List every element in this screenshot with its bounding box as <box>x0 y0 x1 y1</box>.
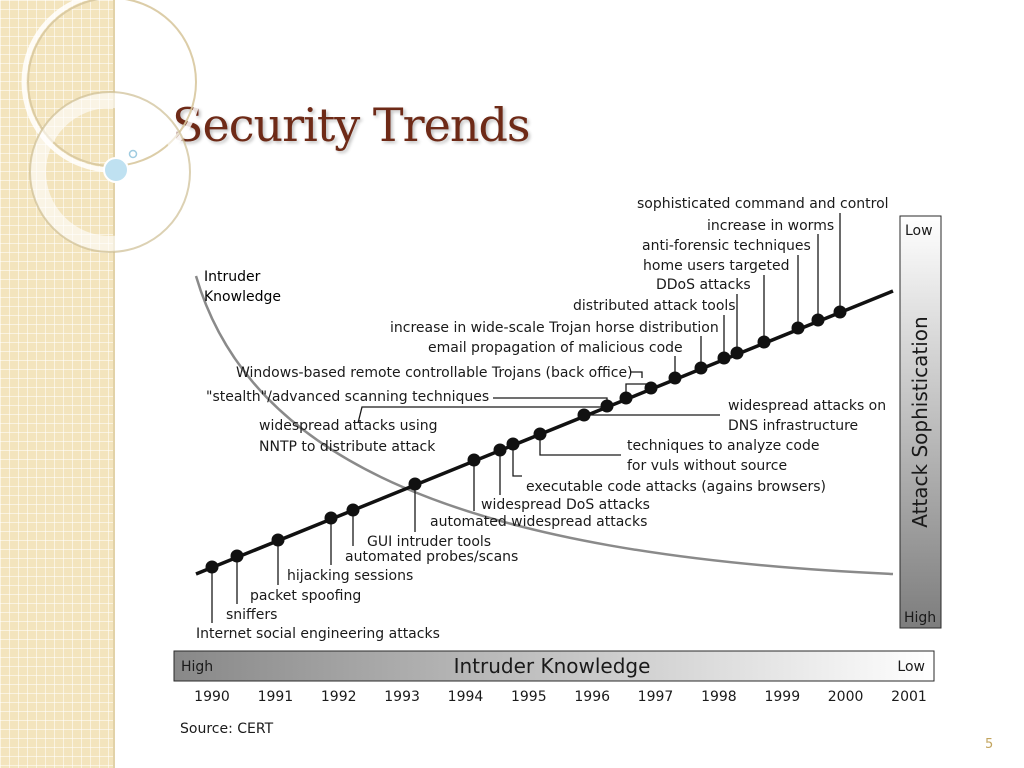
trend-point <box>408 477 422 491</box>
trend-point <box>717 351 731 365</box>
intruder-knowledge-axis: High Intruder Knowledge Low <box>173 650 935 682</box>
slide-title: Security Trends <box>172 98 530 152</box>
trend-point <box>757 335 771 349</box>
trend-point <box>467 453 481 467</box>
attack-label: packet spoofing <box>250 588 361 604</box>
attack-label: distributed attack tools <box>573 298 736 314</box>
trend-point <box>324 511 338 525</box>
year-tick-label: 1998 <box>701 689 737 705</box>
attack-label: sniffers <box>226 607 277 623</box>
attack-label: sophisticated command and control <box>637 196 889 212</box>
year-axis-labels: 1990 1991 1992 1993 1994 1995 1996 1997 1998 1999… <box>194 689 927 705</box>
attack-label: DDoS attacks <box>656 277 751 293</box>
trend-point <box>811 313 825 327</box>
attack-label: techniques to analyze code <box>627 438 819 454</box>
year-tick-label: 1995 <box>511 689 547 705</box>
leader-lines <box>211 213 841 623</box>
attack-label: NNTP to distribute attack <box>259 439 436 455</box>
trend-point <box>533 427 547 441</box>
trend-point <box>644 381 658 395</box>
sidebar-divider <box>113 0 115 768</box>
year-tick-label: 1990 <box>194 689 230 705</box>
intruder-knowledge-curve-label: Knowledge <box>204 289 281 305</box>
attack-label: Internet social engineering attacks <box>196 626 440 642</box>
x-axis-left-label: High <box>181 659 213 675</box>
year-tick-label: 1996 <box>574 689 610 705</box>
attack-label: Windows-based remote controllable Trojan… <box>236 365 633 381</box>
y-axis-title: Attack Sophistication <box>908 316 932 527</box>
intruder-knowledge-curve <box>194 275 894 576</box>
attack-label: GUI intruder tools <box>367 534 491 550</box>
trend-point <box>346 503 360 517</box>
decorative-rings <box>21 0 203 253</box>
y-axis-bottom-label: High <box>904 610 936 626</box>
attack-label: increase in wide-scale Trojan horse dist… <box>390 320 719 336</box>
x-axis-right-label: Low <box>897 659 925 675</box>
year-tick-label: 1999 <box>764 689 800 705</box>
attack-label: email propagation of malicious code <box>428 340 683 356</box>
attack-label: widespread attacks using <box>259 418 438 434</box>
x-axis-title: Intruder Knowledge <box>454 654 651 678</box>
attack-label: executable code attacks (agains browsers… <box>526 479 826 495</box>
attack-sophistication-axis: Low High Attack Sophistication <box>899 215 942 629</box>
attack-label: widespread DoS attacks <box>481 497 650 513</box>
attack-label: automated probes/scans <box>345 549 518 565</box>
attack-label: for vuls without source <box>627 458 787 474</box>
trend-point <box>205 560 219 574</box>
trend-point <box>619 391 633 405</box>
trend-point <box>600 399 614 413</box>
attack-label: automated widespread attacks <box>430 514 647 530</box>
y-axis-top-label: Low <box>905 223 933 239</box>
trend-point <box>668 371 682 385</box>
trend-point <box>833 305 847 319</box>
year-tick-label: 1993 <box>384 689 420 705</box>
year-tick-label: 1997 <box>638 689 674 705</box>
trend-point <box>791 321 805 335</box>
attack-label: increase in worms <box>707 218 834 234</box>
trend-points <box>205 305 847 574</box>
attack-label: hijacking sessions <box>287 568 413 584</box>
attack-label: DNS infrastructure <box>728 418 858 434</box>
attack-label: anti-forensic techniques <box>642 238 811 254</box>
attack-label: widespread attacks on <box>728 398 886 414</box>
trend-point <box>271 533 285 547</box>
intruder-knowledge-curve-label: Intruder <box>204 269 261 285</box>
year-tick-label: 2001 <box>891 689 927 705</box>
trend-point <box>694 361 708 375</box>
trend-point <box>577 408 591 422</box>
year-tick-label: 1994 <box>448 689 484 705</box>
year-tick-label: 2000 <box>828 689 864 705</box>
trend-point <box>730 346 744 360</box>
attack-label: home users targeted <box>643 258 790 274</box>
source-citation: Source: CERT <box>180 721 274 737</box>
trend-point <box>506 437 520 451</box>
year-tick-label: 1992 <box>321 689 357 705</box>
year-tick-label: 1991 <box>258 689 294 705</box>
page-number: 5 <box>985 737 994 752</box>
attack-label: "stealth"/advanced scanning techniques <box>206 389 489 405</box>
trend-point <box>230 549 244 563</box>
trend-point <box>493 443 507 457</box>
